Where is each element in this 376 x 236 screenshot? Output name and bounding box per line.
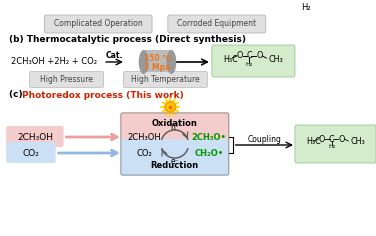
Ellipse shape <box>167 50 176 74</box>
Text: e⁻: e⁻ <box>170 156 179 165</box>
FancyBboxPatch shape <box>120 139 230 176</box>
Text: Photoredox process (This work): Photoredox process (This work) <box>22 90 184 100</box>
FancyBboxPatch shape <box>120 112 230 149</box>
FancyBboxPatch shape <box>295 125 376 163</box>
Text: Oxidation: Oxidation <box>152 118 198 127</box>
Text: Complicated Operation: Complicated Operation <box>54 20 143 29</box>
FancyBboxPatch shape <box>44 15 152 33</box>
FancyBboxPatch shape <box>6 126 64 147</box>
Text: (c): (c) <box>9 90 26 100</box>
Text: H₃C: H₃C <box>224 55 238 63</box>
Text: H₂: H₂ <box>328 144 335 149</box>
FancyBboxPatch shape <box>168 15 266 33</box>
Text: h⁺: h⁺ <box>170 122 179 131</box>
Text: CH₃: CH₃ <box>350 138 365 147</box>
Text: 2CH₃OH +2H₂ + CO₂: 2CH₃OH +2H₂ + CO₂ <box>11 58 97 67</box>
Circle shape <box>165 101 176 113</box>
Bar <box>144 50 171 74</box>
FancyBboxPatch shape <box>123 72 208 88</box>
Text: CH₂O•: CH₂O• <box>194 148 224 157</box>
Text: CH₃: CH₃ <box>268 55 283 63</box>
FancyBboxPatch shape <box>29 72 104 88</box>
Text: H₂: H₂ <box>301 4 311 13</box>
Text: Coupling: Coupling <box>247 135 281 143</box>
FancyBboxPatch shape <box>212 45 295 77</box>
Text: 3 Mpa: 3 Mpa <box>144 63 171 72</box>
Text: 150 ℃: 150 ℃ <box>144 54 171 63</box>
Text: Reduction: Reduction <box>151 161 199 170</box>
Text: 2CH₃OH: 2CH₃OH <box>17 132 53 142</box>
FancyBboxPatch shape <box>6 142 56 163</box>
Text: C: C <box>247 51 252 60</box>
Ellipse shape <box>139 50 149 74</box>
Text: O: O <box>338 135 344 143</box>
Text: High Pressure: High Pressure <box>40 76 93 84</box>
Text: Corroded Equipment: Corroded Equipment <box>177 20 256 29</box>
Text: H₂: H₂ <box>246 62 253 67</box>
Text: CO₂: CO₂ <box>137 148 153 157</box>
Text: O: O <box>318 135 325 143</box>
Text: 2CH₃O•: 2CH₃O• <box>191 132 226 142</box>
Circle shape <box>167 104 173 110</box>
Text: H₃C: H₃C <box>306 138 321 147</box>
Text: C: C <box>329 135 334 143</box>
Text: CO₂: CO₂ <box>23 148 39 157</box>
Text: O: O <box>256 51 262 60</box>
Text: 2CH₃OH: 2CH₃OH <box>128 132 162 142</box>
Text: Cat.: Cat. <box>105 51 123 60</box>
Text: O: O <box>237 51 243 60</box>
Text: (b) Thermocatalytic process (Direct synthesis): (b) Thermocatalytic process (Direct synt… <box>9 35 246 45</box>
Text: High Temperature: High Temperature <box>131 76 200 84</box>
